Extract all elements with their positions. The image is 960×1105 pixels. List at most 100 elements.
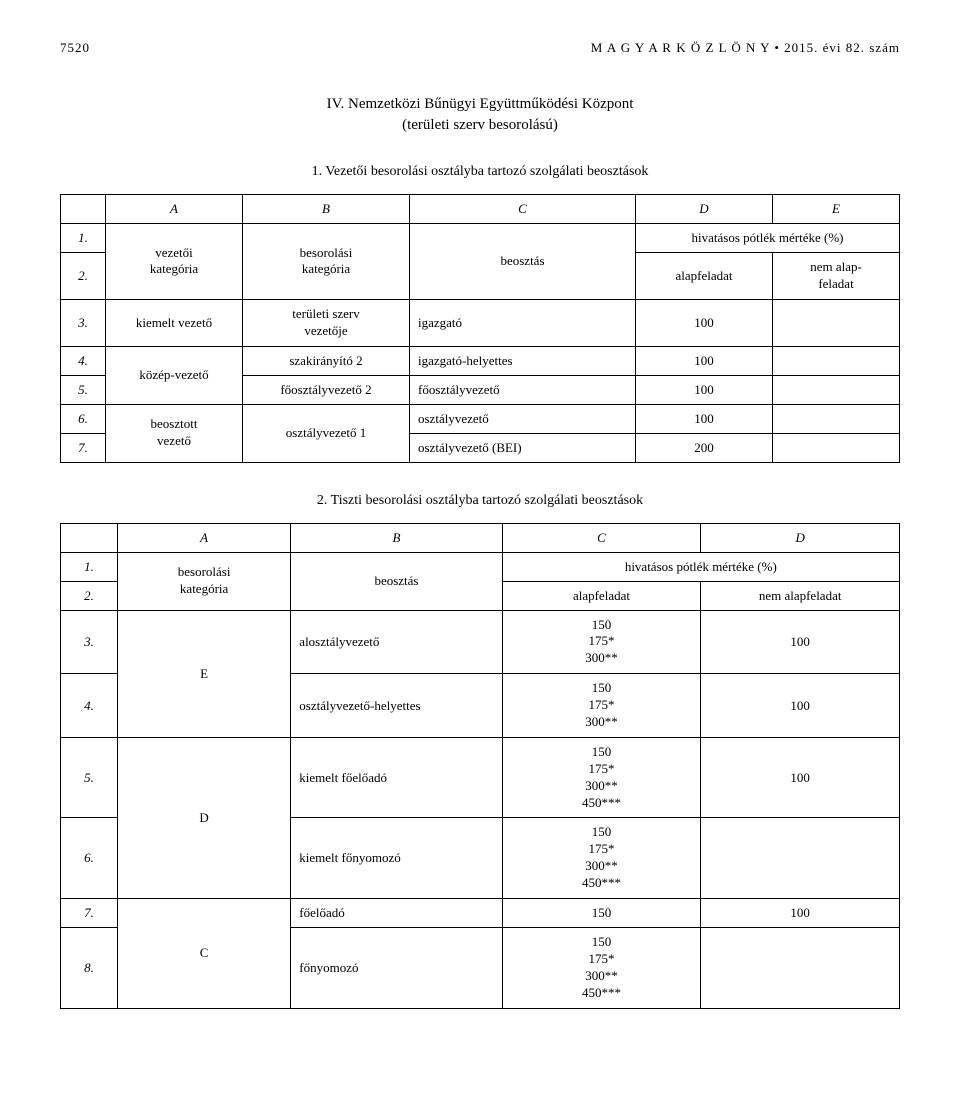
table-row: 6. beosztott vezető osztályvezető 1 oszt…: [61, 404, 900, 433]
row-number: 6.: [61, 818, 118, 899]
journal-title: M A G Y A R K Ö Z L Ö N Y • 2015. évi 82…: [591, 40, 900, 56]
cell-cat-e: E: [117, 610, 290, 737]
row-number: 7.: [61, 899, 118, 928]
cell-igazgato: igazgató: [410, 299, 636, 346]
header-hivatasos: hivatásos pótlék mértéke (%): [636, 224, 900, 253]
cell-osztvh: osztályvezető-helyettes: [291, 674, 502, 738]
cell-value: 100: [636, 299, 773, 346]
row-number: 4.: [61, 346, 106, 375]
header-besorolasi: besorolási kategória: [243, 224, 410, 300]
row-number: 2.: [61, 253, 106, 300]
cell-value: 150: [502, 899, 701, 928]
cell-value: 100: [701, 610, 900, 674]
page-number: 7520: [60, 40, 90, 56]
cell-kozep: közép-vezető: [106, 346, 243, 404]
table2-caption: 2. Tiszti besorolási osztályba tartozó s…: [60, 493, 900, 509]
cell-teruleti: területi szerv vezetője: [243, 299, 410, 346]
cell-fonyomozo: főnyomozó: [291, 928, 502, 1009]
table-row: 5. D kiemelt főelőadó 150 175* 300** 450…: [61, 737, 900, 818]
row-number: 1.: [61, 224, 106, 253]
cell-value: 150 175* 300** 450***: [502, 737, 701, 818]
cell-cat-d: D: [117, 737, 290, 898]
cell-osztvbei: osztályvezető (BEI): [410, 433, 636, 462]
cell-kiemelt: kiemelt vezető: [106, 299, 243, 346]
col-c: C: [410, 195, 636, 224]
row-number: 5.: [61, 375, 106, 404]
header-besorolasi: besorolási kategória: [117, 552, 290, 610]
cell-value: 200: [636, 433, 773, 462]
cell-empty: [773, 346, 900, 375]
cell-empty: [773, 299, 900, 346]
cell-value: 150 175* 300**: [502, 610, 701, 674]
row-number: 1.: [61, 552, 118, 581]
cell-value: 150 175* 300** 450***: [502, 818, 701, 899]
header-beosztas: beosztás: [410, 224, 636, 300]
cell-cat-c: C: [117, 899, 290, 1009]
col-a: A: [106, 195, 243, 224]
cell-value: 100: [636, 346, 773, 375]
col-b: B: [243, 195, 410, 224]
row-number: 5.: [61, 737, 118, 818]
table-row: 7. C főelőadó 150 100: [61, 899, 900, 928]
section-name: Nemzetközi Bűnügyi Együttműködési Közpon…: [348, 96, 633, 112]
col-d: D: [636, 195, 773, 224]
table-row: 1. besorolási kategória beosztás hivatás…: [61, 552, 900, 581]
header-beosztas: beosztás: [291, 552, 502, 610]
cell-kiemeltfe: kiemelt főelőadó: [291, 737, 502, 818]
table-header-letters: A B C D: [61, 523, 900, 552]
row-number: 2.: [61, 581, 118, 610]
header-nemalap: nem alap- feladat: [773, 253, 900, 300]
table-officers: A B C D 1. besorolási kategória beosztás…: [60, 523, 900, 1009]
cell-foov2: főosztályvezető 2: [243, 375, 410, 404]
table-row: 3. E alosztályvezető 150 175* 300** 100: [61, 610, 900, 674]
cell-osztv1: osztályvezető 1: [243, 404, 410, 462]
cell-value: 100: [701, 899, 900, 928]
cell-foeloado: főelőadó: [291, 899, 502, 928]
journal-name: M A G Y A R K Ö Z L Ö N Y: [591, 40, 770, 55]
cell-igh: igazgató-helyettes: [410, 346, 636, 375]
section-numeral: IV.: [327, 96, 345, 112]
cell-osztv: osztályvezető: [410, 404, 636, 433]
cell-empty: [773, 375, 900, 404]
blank-cell: [61, 523, 118, 552]
row-number: 3.: [61, 610, 118, 674]
row-number: 6.: [61, 404, 106, 433]
cell-empty: [701, 928, 900, 1009]
header-nemalap: nem alapfeladat: [701, 581, 900, 610]
row-number: 3.: [61, 299, 106, 346]
col-d: D: [701, 523, 900, 552]
cell-value: 100: [701, 737, 900, 818]
header-alapfeladat: alapfeladat: [502, 581, 701, 610]
table-row: 1. vezetői kategória besorolási kategóri…: [61, 224, 900, 253]
col-b: B: [291, 523, 502, 552]
row-number: 4.: [61, 674, 118, 738]
blank-cell: [61, 195, 106, 224]
cell-value: 150 175* 300** 450***: [502, 928, 701, 1009]
cell-empty: [773, 404, 900, 433]
issue: 2015. évi 82. szám: [784, 40, 900, 55]
cell-empty: [701, 818, 900, 899]
cell-foov: főosztályvezető: [410, 375, 636, 404]
cell-kiemeltfny: kiemelt főnyomozó: [291, 818, 502, 899]
header-hivatasos: hivatásos pótlék mértéke (%): [502, 552, 899, 581]
cell-value: 150 175* 300**: [502, 674, 701, 738]
section-title: IV. Nemzetközi Bűnügyi Együttműködési Kö…: [60, 96, 900, 113]
col-e: E: [773, 195, 900, 224]
bullet: •: [774, 40, 780, 55]
header-alapfeladat: alapfeladat: [636, 253, 773, 300]
table1-caption: 1. Vezetői besorolási osztályba tartozó …: [60, 164, 900, 180]
page-header: 7520 M A G Y A R K Ö Z L Ö N Y • 2015. é…: [60, 40, 900, 56]
col-a: A: [117, 523, 290, 552]
cell-value: 100: [636, 404, 773, 433]
table-leaders: A B C D E 1. vezetői kategória besorolás…: [60, 194, 900, 463]
cell-value: 100: [636, 375, 773, 404]
table-row: 4. közép-vezető szakirányító 2 igazgató-…: [61, 346, 900, 375]
cell-empty: [773, 433, 900, 462]
col-c: C: [502, 523, 701, 552]
cell-value: 100: [701, 674, 900, 738]
header-vezetoi: vezetői kategória: [106, 224, 243, 300]
cell-szak2: szakirányító 2: [243, 346, 410, 375]
cell-alosztv: alosztályvezető: [291, 610, 502, 674]
section-subtitle: (területi szerv besorolású): [60, 117, 900, 134]
row-number: 8.: [61, 928, 118, 1009]
